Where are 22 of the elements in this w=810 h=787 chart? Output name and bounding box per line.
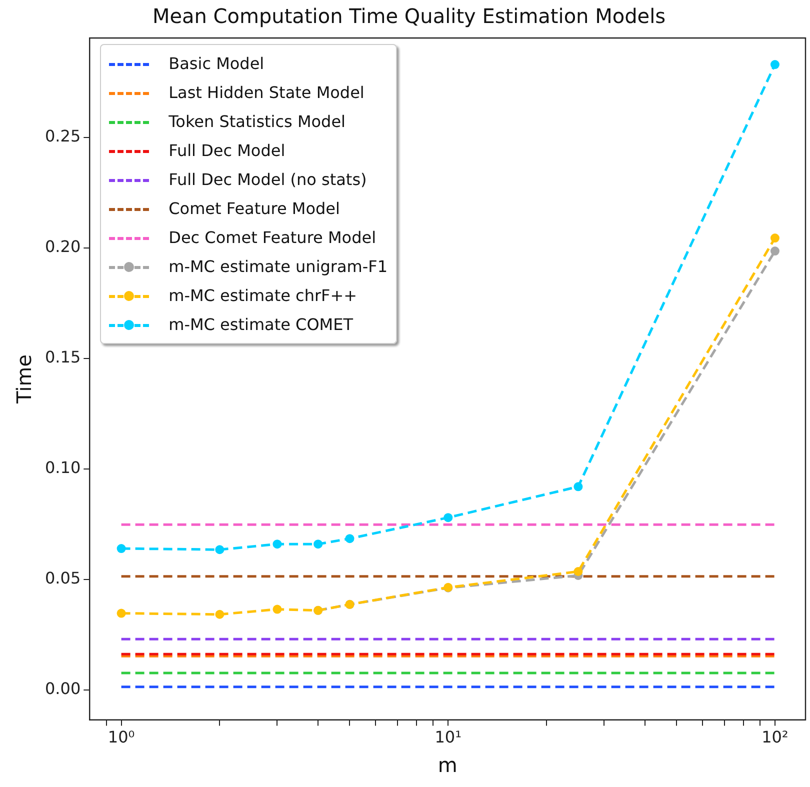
legend-label: Dec Comet Feature Model: [168, 228, 376, 247]
legend-label: Full Dec Model (no stats): [168, 170, 367, 189]
legend-label: m-MC estimate COMET: [168, 315, 353, 334]
chart-title: Mean Computation Time Quality Estimation Models: [152, 4, 666, 28]
legend-label: m-MC estimate unigram-F1: [168, 257, 388, 276]
y-tick-label: 0.20: [45, 237, 81, 256]
y-tick-label: 0.15: [45, 348, 81, 367]
y-tick-label: 0.25: [45, 126, 81, 146]
y-axis-title: Time: [12, 354, 36, 404]
legend-label: Last Hidden State Model: [168, 83, 364, 102]
y-tick-label: 0.05: [45, 568, 81, 588]
legend-label: Comet Feature Model: [168, 199, 340, 218]
legend-label: Token Statistics Model: [168, 112, 346, 131]
legend-label: Full Dec Model: [168, 141, 286, 160]
x-tick-label: 10⁰: [108, 728, 135, 747]
y-tick-label: 0.00: [45, 679, 81, 698]
y-tick-label: 0.10: [45, 458, 81, 478]
x-axis-title: m: [438, 753, 458, 778]
legend-label: m-MC estimate chrF++: [168, 286, 358, 305]
x-tick-label: 10²: [762, 728, 788, 747]
legend-label: Basic Model: [168, 54, 264, 73]
x-tick-label: 10¹: [434, 728, 462, 747]
